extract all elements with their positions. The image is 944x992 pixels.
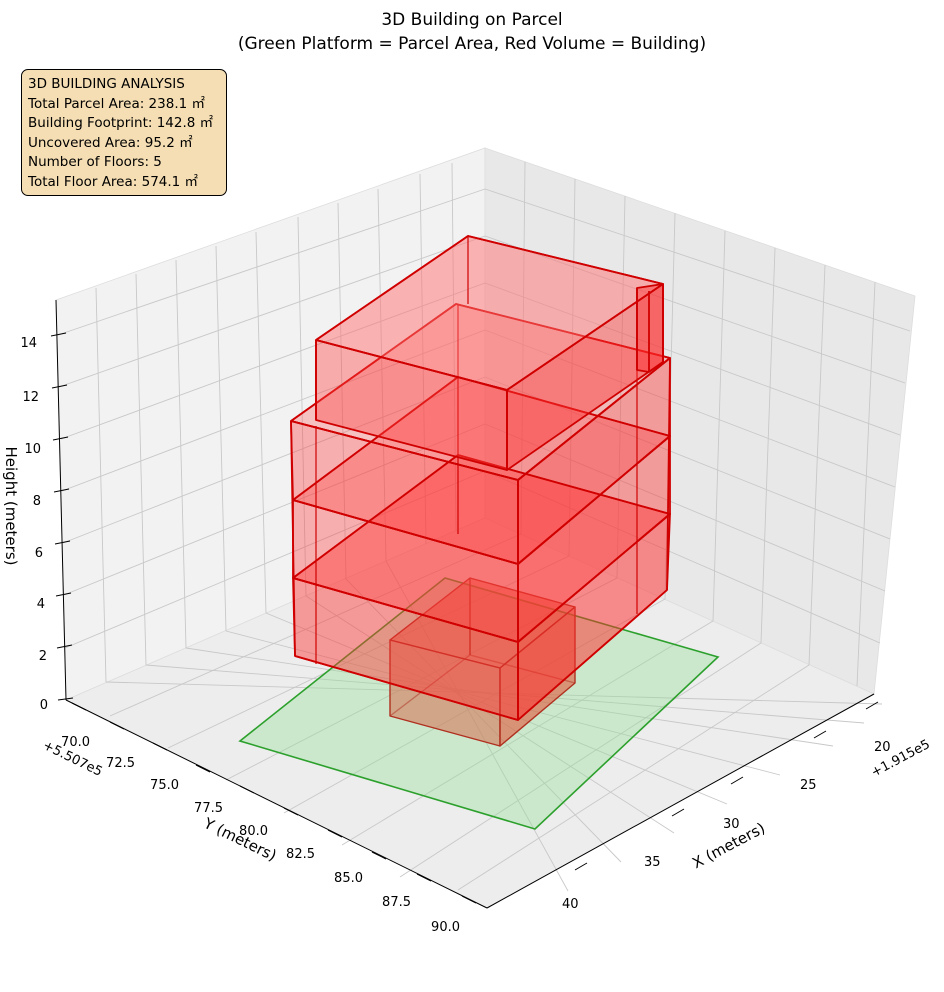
grid-line: [57, 188, 486, 336]
z-tick-label: 0: [40, 698, 48, 713]
grid-line: [215, 245, 227, 632]
z-tick-label: 4: [37, 597, 45, 612]
z-tick-label: 12: [22, 390, 39, 405]
y-tick-label: 87.5: [382, 895, 411, 910]
z-tick-label: 6: [35, 546, 43, 561]
floor-5: [315, 235, 664, 471]
x-tick-label: 25: [800, 778, 817, 793]
grid-line: [255, 231, 267, 614]
y-tick-label: 72.5: [106, 756, 135, 771]
grid-line: [341, 620, 714, 846]
grid-line: [568, 178, 576, 557]
floor-5-face: [636, 283, 664, 373]
grid-line: [297, 216, 307, 597]
floor-edge: [290, 420, 296, 657]
floor-edge: [294, 655, 519, 721]
grid-line: [58, 235, 486, 388]
grid-line: [712, 230, 726, 622]
z-tick-label: 8: [33, 494, 41, 509]
grid-line: [64, 470, 486, 649]
x-tick-label: 20: [874, 740, 891, 755]
grid-line: [337, 202, 347, 580]
info-heading: 3D BUILDING ANALYSIS: [28, 76, 185, 92]
x-tick-label: 35: [644, 855, 661, 870]
x-tick-label: 30: [723, 817, 740, 832]
grid-line: [484, 470, 881, 644]
floor-edge: [517, 589, 668, 721]
grid-line: [616, 195, 626, 579]
building-volume: [290, 235, 671, 747]
y-tick-label: 70.0: [61, 735, 90, 750]
info-line: Total Floor Area: 574.1 ㎡: [28, 173, 199, 190]
grid-line: [175, 259, 187, 649]
z-tick-label: 2: [39, 649, 47, 664]
z-tick-label: 10: [24, 442, 41, 457]
grid-line: [377, 188, 387, 562]
floor-2-3: [290, 303, 671, 721]
info-line: Number of Floors: 5: [28, 154, 162, 171]
x-tick-label: 40: [562, 897, 579, 912]
info-line: Building Footprint: 142.8 ㎡: [28, 115, 214, 132]
floor-edge: [666, 357, 671, 591]
y-tick-label: 75.0: [150, 778, 179, 793]
z-axis-label: Height (meters): [2, 447, 20, 566]
chart-title: 3D Building on Parcel: [381, 10, 562, 30]
y-tick-label: 82.5: [286, 847, 315, 862]
analysis-info-box: 3D BUILDING ANALYSIS Total Parcel Area: …: [21, 69, 227, 196]
y-tick-label: 80.0: [239, 824, 268, 839]
grid-line: [808, 264, 826, 666]
y-axis-label: Y (meters): [200, 814, 279, 865]
grid-line: [856, 281, 876, 687]
chart-subtitle: (Green Platform = Parcel Area, Red Volum…: [238, 34, 706, 54]
grid-line: [135, 273, 147, 666]
grid-line: [484, 188, 911, 332]
info-line: Total Parcel Area: 238.1 ㎡: [28, 95, 205, 112]
grid-line: [457, 664, 810, 891]
y-tick-label: 77.5: [194, 801, 223, 816]
z-axis: 0 2 4 6 8 10 12 14 Height (meters): [2, 299, 74, 713]
grid-line: [95, 287, 107, 683]
y-tick-label: 90.0: [431, 920, 460, 935]
info-line: Uncovered Area: 95.2 ㎡: [28, 134, 193, 151]
grid-line: [760, 247, 776, 644]
y-tick-label: 85.0: [334, 871, 363, 886]
grid-line: [399, 642, 762, 878]
grid-line: [62, 376, 486, 544]
z-tick-label: 14: [20, 336, 37, 351]
